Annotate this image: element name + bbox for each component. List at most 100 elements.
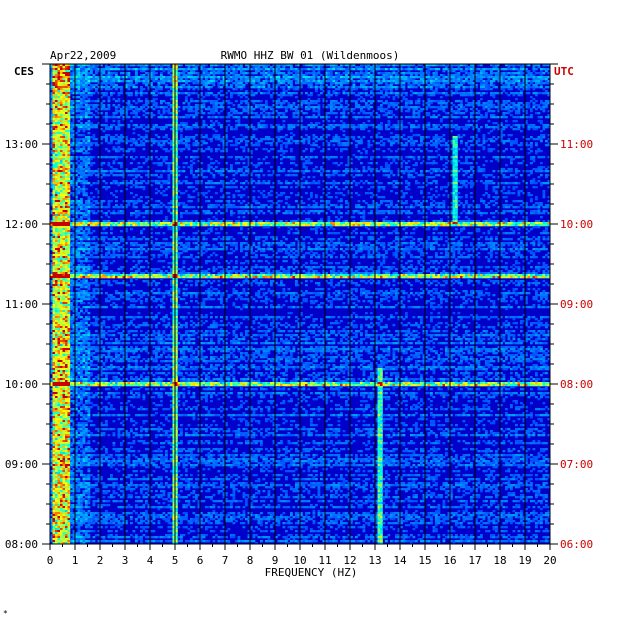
spectrogram-cell: [307, 80, 311, 83]
spectrogram-cell: [510, 76, 513, 79]
spectrogram-cell: [135, 140, 138, 143]
spectrogram-cell: [425, 144, 428, 147]
spectrogram-cell: [72, 96, 76, 99]
spectrogram-cell: [417, 110, 421, 113]
spectrogram-cell: [455, 156, 458, 159]
spectrogram-cell: [142, 144, 146, 147]
spectrogram-cell: [75, 114, 78, 117]
spectrogram-cell: [200, 86, 203, 89]
spectrogram-cell: [380, 144, 383, 147]
spectrogram-cell: [132, 78, 136, 81]
spectrogram-cell: [115, 134, 118, 137]
spectrogram-cell: [67, 114, 71, 117]
spectrogram-cell: [265, 112, 268, 115]
spectrogram-cell: [107, 80, 111, 83]
spectrogram-cell: [450, 70, 453, 73]
spectrogram-cell: [225, 126, 228, 129]
spectrogram-cell: [197, 74, 201, 77]
spectrogram-cell: [432, 160, 436, 163]
spectrogram-cell: [172, 64, 176, 67]
spectrogram-cell: [82, 68, 86, 71]
spectrogram-cell: [225, 84, 228, 87]
spectrogram-cell: [107, 162, 111, 165]
spectrogram-cell: [107, 98, 111, 101]
spectrogram-cell: [497, 110, 501, 113]
spectrogram-cell: [442, 68, 446, 71]
spectrogram-cell: [445, 88, 448, 91]
spectrogram-cell: [117, 64, 121, 67]
spectrogram-cell: [395, 140, 398, 143]
spectrogram-cell: [430, 150, 433, 153]
spectrogram-cell: [387, 120, 391, 123]
spectrogram-cell: [297, 74, 301, 77]
spectrogram-cell: [280, 150, 283, 153]
spectrogram-cell: [367, 140, 371, 143]
spectrogram-cell: [375, 136, 378, 139]
spectrogram-cell: [197, 126, 201, 129]
spectrogram-cell: [260, 84, 263, 87]
spectrogram-cell: [155, 102, 158, 105]
spectrogram-cell: [50, 118, 53, 121]
spectrogram-cell: [362, 82, 366, 85]
spectrogram-cell: [267, 150, 271, 153]
spectrogram-cell: [152, 72, 156, 75]
spectrogram-cell: [260, 138, 263, 141]
spectrogram-cell: [75, 108, 78, 111]
spectrogram-cell: [222, 140, 226, 143]
spectrogram-cell: [185, 74, 188, 77]
spectrogram-cell: [322, 106, 326, 109]
spectrogram-cell: [265, 138, 268, 141]
spectrogram-cell: [155, 68, 158, 71]
spectrogram-cell: [227, 102, 231, 105]
spectrogram-cell: [62, 84, 66, 87]
spectrogram-cell: [230, 110, 233, 113]
spectrogram-cell: [337, 106, 341, 109]
spectrogram-cell: [515, 138, 518, 141]
spectrogram-cell: [542, 102, 546, 105]
spectrogram-cell: [335, 64, 338, 67]
spectrogram-cell: [422, 102, 426, 105]
spectrogram-cell: [407, 102, 411, 105]
spectrogram-cell: [210, 102, 213, 105]
spectrogram-cell: [360, 96, 363, 99]
spectrogram-cell: [417, 82, 421, 85]
spectrogram-cell: [155, 66, 158, 69]
spectrogram-cell: [505, 86, 508, 89]
spectrogram-cell: [372, 92, 376, 95]
spectrogram-cell: [387, 102, 391, 105]
spectrogram-cell: [137, 126, 141, 129]
spectrogram-cell: [332, 156, 336, 159]
spectrogram-cell: [525, 64, 528, 67]
spectrogram-cell: [67, 102, 71, 105]
spectrogram-cell: [242, 150, 246, 153]
spectrogram-cell: [145, 72, 148, 75]
spectrogram-cell: [142, 104, 146, 107]
spectrogram-cell: [467, 82, 471, 85]
spectrogram-cell: [247, 80, 251, 83]
spectrogram-cell: [430, 102, 433, 105]
spectrogram-cell: [482, 140, 486, 143]
spectrogram-cell: [505, 106, 508, 109]
spectrogram-cell: [197, 64, 201, 67]
spectrogram-cell: [497, 78, 501, 81]
spectrogram-cell: [62, 108, 66, 111]
spectrogram-cell: [362, 116, 366, 119]
spectrogram-cell: [107, 156, 111, 159]
spectrogram-cell: [525, 102, 528, 105]
spectrogram-cell: [95, 142, 98, 145]
spectrogram-cell: [67, 78, 71, 81]
spectrogram-cell: [485, 74, 488, 77]
spectrogram-cell: [465, 156, 468, 159]
spectrogram-cell: [205, 148, 208, 151]
spectrogram-cell: [447, 82, 451, 85]
spectrogram-cell: [510, 106, 513, 109]
spectrogram-cell: [540, 138, 543, 141]
spectrogram-cell: [165, 156, 168, 159]
spectrogram-cell: [150, 128, 153, 131]
spectrogram-cell: [240, 80, 243, 83]
spectrogram-cell: [327, 94, 331, 97]
spectrogram-cell: [182, 76, 186, 79]
spectrogram-cell: [62, 100, 66, 103]
spectrogram-cell: [170, 140, 173, 143]
spectrogram-cell: [197, 96, 201, 99]
